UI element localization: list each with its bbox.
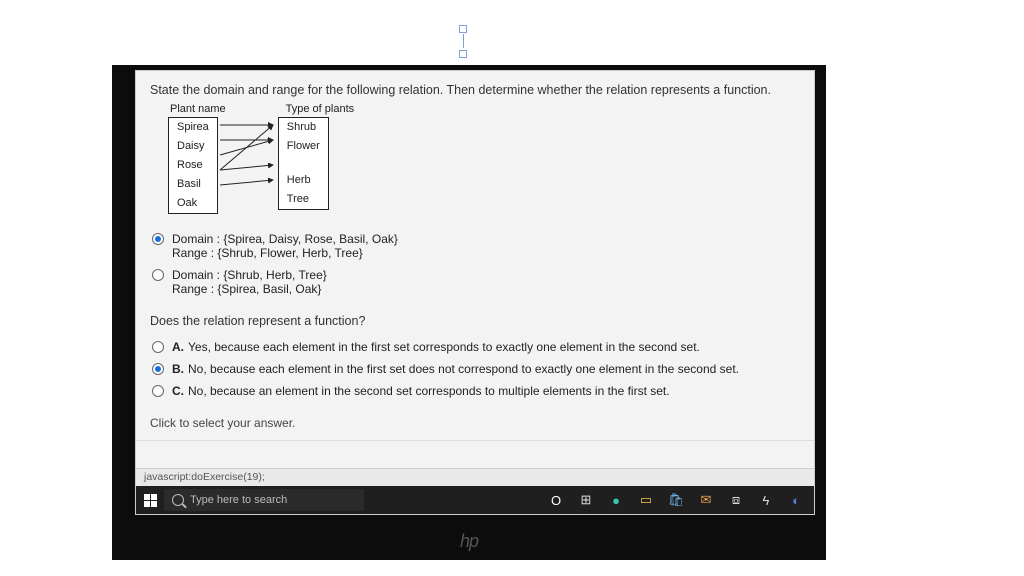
taskview-icon[interactable]: ⊞ xyxy=(578,492,594,508)
option-1[interactable]: Domain : {Spirea, Daisy, Rose, Basil, Oa… xyxy=(150,228,800,264)
canvas: hp State the domain and range for the fo… xyxy=(0,0,1024,576)
map-left-item: Basil xyxy=(169,175,217,194)
taskbar-icons: O ⊞ ● ▭ 🛍 ✉ ⧈ ϟ ◐ xyxy=(548,492,814,508)
sub-question: Does the relation represent a function? xyxy=(150,314,800,328)
choice-text: C.No, because an element in the second s… xyxy=(172,384,670,398)
radio-unselected-icon[interactable] xyxy=(152,385,164,397)
radio-selected-icon[interactable] xyxy=(152,233,164,245)
divider xyxy=(136,440,814,441)
selection-stem xyxy=(463,34,464,48)
mapping-diagram: Spirea Daisy Rose Basil Oak xyxy=(168,117,800,214)
map-right-item: Shrub xyxy=(279,118,328,137)
explorer-icon[interactable]: ▭ xyxy=(638,492,654,508)
map-left-item: Oak xyxy=(169,194,217,213)
choice-a[interactable]: A.Yes, because each element in the first… xyxy=(150,336,800,358)
selection-handle-top[interactable] xyxy=(459,25,467,33)
windows-taskbar: Type here to search O ⊞ ● ▭ 🛍 ✉ ⧈ ϟ ◐ xyxy=(136,486,814,514)
cortana-icon[interactable]: O xyxy=(548,492,564,508)
radio-unselected-icon[interactable] xyxy=(152,269,164,281)
winamp-icon[interactable]: ϟ xyxy=(758,492,774,508)
radio-unselected-icon[interactable] xyxy=(152,341,164,353)
hp-logo: hp xyxy=(460,531,478,552)
choice-text: B.No, because each element in the first … xyxy=(172,362,739,376)
taskbar-search[interactable]: Type here to search xyxy=(164,489,364,511)
status-text: javascript:doExercise(19); xyxy=(144,471,265,483)
option-2-text: Domain : {Shrub, Herb, Tree} Range : {Sp… xyxy=(172,268,327,296)
firefox-icon[interactable]: ◐ xyxy=(788,492,804,508)
mapping-headers: Plant name Type of plants xyxy=(150,103,800,115)
search-placeholder: Type here to search xyxy=(190,494,287,506)
browser-status-bar: javascript:doExercise(19); xyxy=(136,468,814,486)
map-right-item: Tree xyxy=(279,190,328,209)
map-right-item: Herb xyxy=(279,171,328,190)
map-left-item: Daisy xyxy=(169,137,217,156)
choice-b[interactable]: B.No, because each element in the first … xyxy=(150,358,800,380)
domain-range-options: Domain : {Spirea, Daisy, Rose, Basil, Oa… xyxy=(150,228,800,300)
map-right-item: Flower xyxy=(279,137,328,156)
radio-selected-icon[interactable] xyxy=(152,363,164,375)
exercise-content: State the domain and range for the follo… xyxy=(136,71,814,463)
mail-icon[interactable]: ✉ xyxy=(698,492,714,508)
option-2[interactable]: Domain : {Shrub, Herb, Tree} Range : {Sp… xyxy=(150,264,800,300)
option-1-text: Domain : {Spirea, Daisy, Rose, Basil, Oa… xyxy=(172,232,398,260)
mapping-right-column: Shrub Flower Herb Tree xyxy=(278,117,329,210)
choice-text: A.Yes, because each element in the first… xyxy=(172,340,700,354)
header-right: Type of plants xyxy=(286,103,355,115)
hint-text: Click to select your answer. xyxy=(150,416,800,430)
choice-c[interactable]: C.No, because an element in the second s… xyxy=(150,380,800,402)
map-left-item: Rose xyxy=(169,156,217,175)
mapping-left-column: Spirea Daisy Rose Basil Oak xyxy=(168,117,218,214)
dropbox-icon[interactable]: ⧈ xyxy=(728,492,744,508)
start-button[interactable] xyxy=(136,486,164,514)
search-icon xyxy=(172,494,184,506)
store-icon[interactable]: 🛍 xyxy=(668,492,684,508)
header-left: Plant name xyxy=(170,103,226,115)
map-left-item: Spirea xyxy=(169,118,217,137)
screenshot-screen: State the domain and range for the follo… xyxy=(135,70,815,515)
windows-icon xyxy=(144,494,157,507)
edge-icon[interactable]: ● xyxy=(608,492,624,508)
selection-handle-top2[interactable] xyxy=(459,50,467,58)
question-text: State the domain and range for the follo… xyxy=(150,83,800,97)
map-right-spacer xyxy=(279,156,328,171)
